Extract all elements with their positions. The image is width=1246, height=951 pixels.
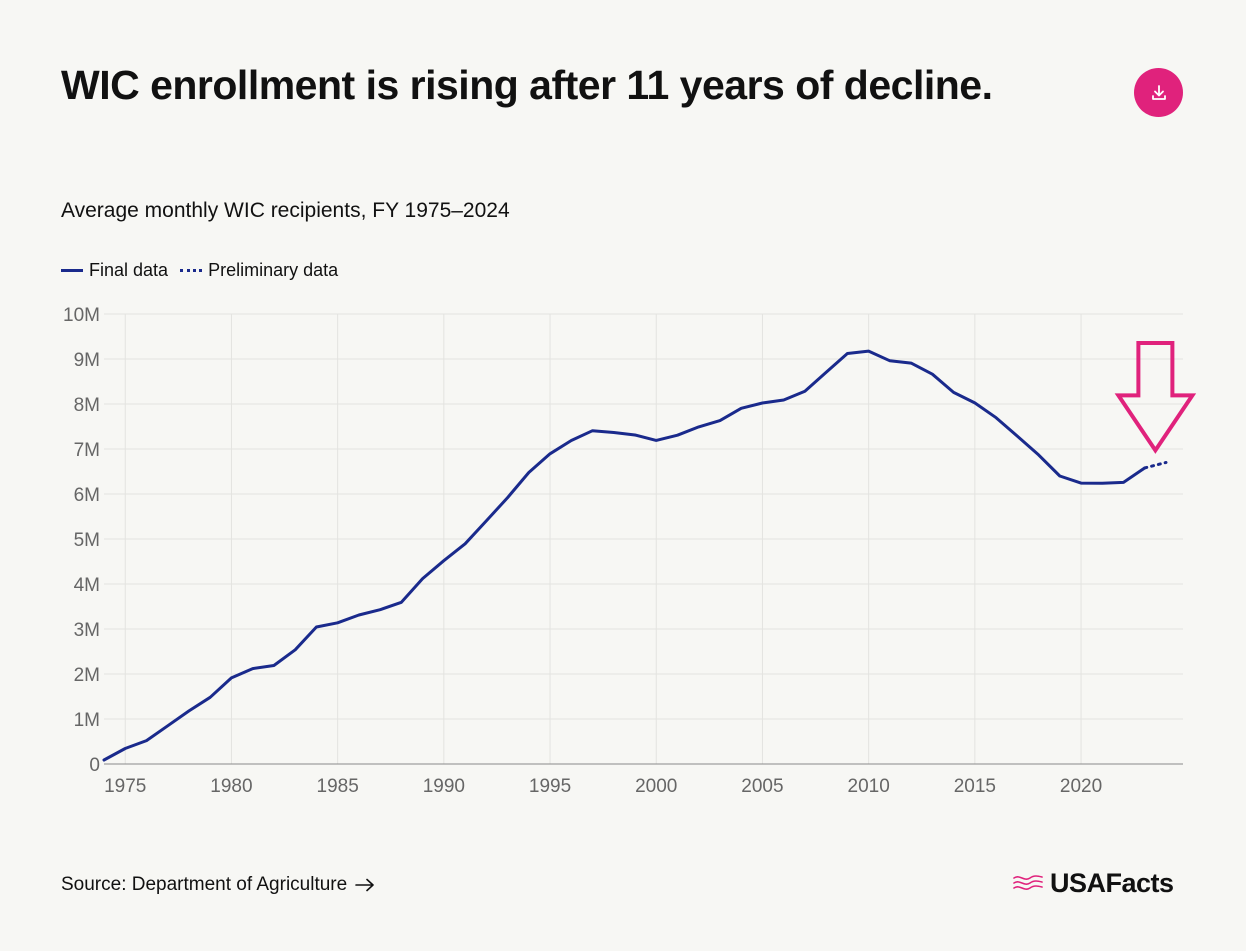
download-button[interactable] — [1134, 68, 1183, 117]
chart-title: WIC enrollment is rising after 11 years … — [61, 62, 993, 108]
y-tick-label: 8M — [74, 395, 100, 416]
x-tick-label: 1990 — [423, 776, 465, 797]
x-tick-label: 1980 — [210, 776, 252, 797]
x-tick-label: 2005 — [741, 776, 783, 797]
legend-item-final: Final data — [61, 260, 168, 281]
usafacts-flag-logo — [1013, 874, 1043, 890]
annotation-arrow — [1114, 341, 1197, 454]
y-tick-label: 2M — [74, 665, 100, 686]
y-tick-label: 9M — [74, 350, 100, 371]
arrow-right-icon — [355, 878, 375, 892]
x-tick-label: 1975 — [104, 776, 146, 797]
x-tick-label: 2010 — [848, 776, 890, 797]
brand-logo: USAFacts — [1012, 868, 1174, 899]
y-tick-label: 10M — [63, 305, 100, 326]
legend-swatch-solid — [61, 269, 83, 272]
download-icon — [1151, 84, 1166, 100]
source-text: Source: Department of Agriculture — [61, 874, 348, 895]
x-tick-label: 1985 — [317, 776, 359, 797]
brand-name: USAFacts — [1050, 868, 1174, 898]
y-tick-label: 0 — [89, 755, 100, 776]
y-tick-label: 4M — [74, 575, 100, 596]
legend-label-preliminary: Preliminary data — [208, 260, 339, 280]
chart-subtitle: Average monthly WIC recipients, FY 1975–… — [61, 199, 510, 222]
legend-swatch-dotted — [180, 269, 203, 272]
x-tick-label: 2000 — [635, 776, 677, 797]
source-link[interactable]: Source: Department of Agriculture — [61, 874, 375, 896]
y-tick-label: 1M — [74, 710, 100, 731]
x-tick-label: 1995 — [529, 776, 571, 797]
series-line-final — [102, 349, 1147, 762]
legend-label-final: Final data — [89, 260, 169, 280]
x-tick-label: 2015 — [954, 776, 996, 797]
y-tick-label: 5M — [74, 530, 100, 551]
y-tick-label: 6M — [74, 485, 100, 506]
legend-item-preliminary: Preliminary data — [180, 260, 338, 281]
chart-legend: Final data Preliminary data — [61, 260, 338, 281]
y-tick-label: 3M — [74, 620, 100, 641]
y-tick-label: 7M — [74, 440, 100, 461]
x-tick-label: 2020 — [1060, 776, 1102, 797]
series-line-preliminary — [1143, 461, 1168, 470]
